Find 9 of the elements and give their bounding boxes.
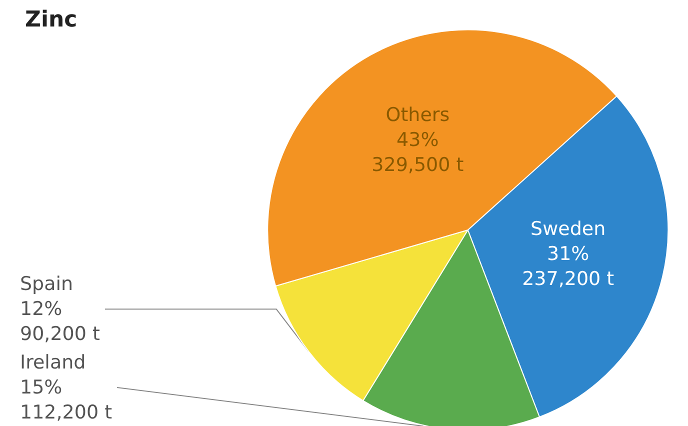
- slice-label: Sweden: [530, 218, 606, 240]
- data-label: 31% 237,200 t: [522, 243, 614, 290]
- chart-title: Zinc: [25, 8, 78, 32]
- data-label: 43% 329,500 t: [372, 128, 464, 176]
- data-label: 12% 90,200 t: [20, 298, 100, 346]
- slice-label: Others: [386, 104, 450, 126]
- data-label: 15% 112,200 t: [20, 376, 112, 424]
- slice-label: Spain: [20, 273, 74, 296]
- slice-label: Ireland: [20, 352, 86, 374]
